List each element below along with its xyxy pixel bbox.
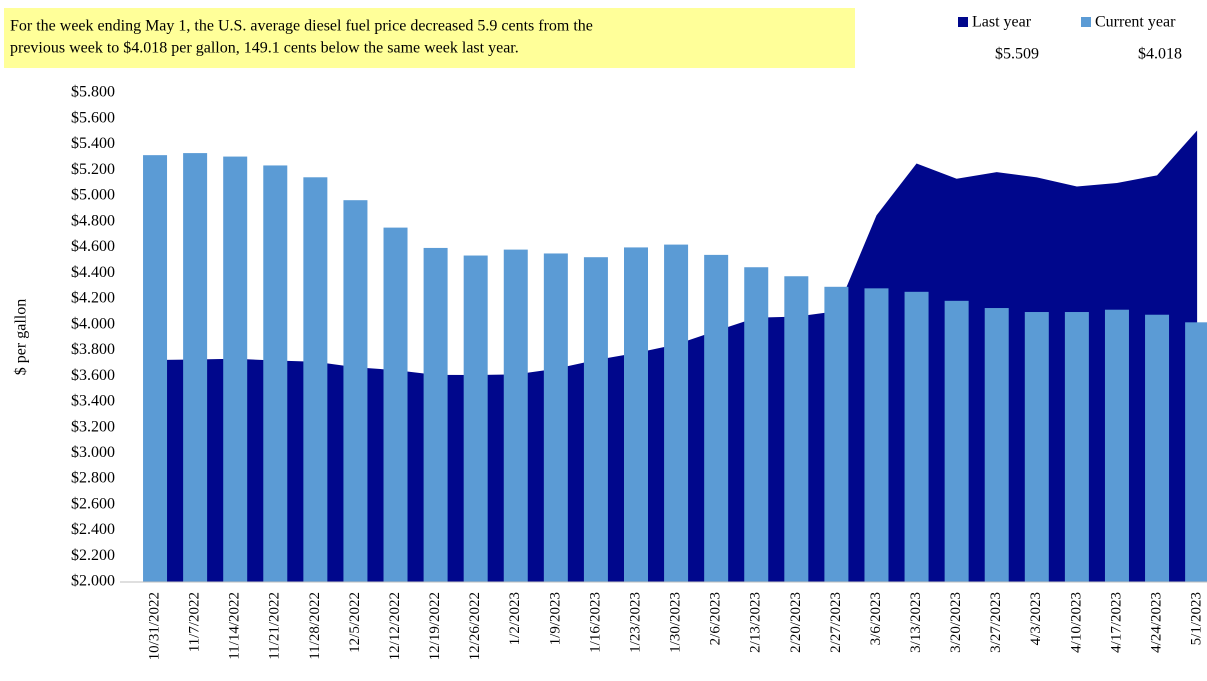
annotation-box	[4, 8, 855, 68]
x-tick-label: 12/5/2022	[347, 592, 363, 653]
y-tick-label: $4.400	[71, 264, 115, 281]
bar	[664, 244, 689, 582]
bar	[263, 165, 288, 582]
bar	[1104, 309, 1129, 582]
x-tick-label: 4/17/2023	[1108, 592, 1124, 653]
x-tick-label: 11/21/2022	[267, 592, 283, 660]
y-tick-label: $3.400	[71, 393, 115, 410]
y-tick-label: $4.000	[71, 315, 115, 332]
legend-value: $5.509	[995, 46, 1039, 63]
x-tick-label: 12/26/2022	[467, 592, 483, 660]
bar	[984, 308, 1009, 582]
bar	[583, 257, 608, 582]
x-tick-label: 5/1/2023	[1189, 592, 1205, 645]
legend-swatch	[958, 17, 968, 27]
bar	[463, 255, 488, 583]
bar	[183, 153, 208, 582]
bar	[1185, 322, 1207, 582]
bar	[543, 253, 568, 582]
bar	[503, 249, 528, 582]
x-tick-label: 2/13/2023	[748, 592, 764, 653]
x-tick-label: 12/19/2022	[427, 592, 443, 660]
x-tick-label: 3/27/2023	[988, 592, 1004, 653]
legend-label: Last year	[972, 14, 1032, 31]
x-tick-label: 3/13/2023	[908, 592, 924, 653]
bar	[1024, 312, 1049, 582]
x-tick-label: 4/24/2023	[1148, 592, 1164, 653]
y-tick-label: $4.600	[71, 238, 115, 255]
x-tick-label: 1/2/2023	[507, 592, 523, 645]
bar	[1145, 314, 1170, 582]
x-tick-label: 2/27/2023	[828, 592, 844, 653]
x-tick-label: 4/10/2023	[1068, 592, 1084, 653]
x-tick-label: 3/6/2023	[868, 592, 884, 645]
annotation-line: For the week ending May 1, the U.S. aver…	[10, 18, 593, 35]
x-tick-label: 4/3/2023	[1028, 592, 1044, 645]
bar	[704, 254, 729, 582]
x-tick-label: 11/7/2022	[187, 592, 203, 652]
legend-swatch	[1081, 17, 1091, 27]
y-tick-label: $3.200	[71, 418, 115, 435]
x-tick-label: 11/14/2022	[227, 592, 243, 660]
y-tick-label: $3.600	[71, 367, 115, 384]
bar	[383, 227, 408, 582]
y-tick-label: $5.600	[71, 109, 115, 126]
legend-label: Current year	[1095, 14, 1176, 31]
bar	[784, 276, 809, 582]
x-tick-label: 3/20/2023	[948, 592, 964, 653]
x-tick-label: 11/28/2022	[307, 592, 323, 660]
bar	[343, 200, 368, 582]
y-tick-label: $2.000	[71, 573, 115, 590]
bar	[1064, 312, 1089, 582]
annotation-line: previous week to $4.018 per gallon, 149.…	[10, 40, 519, 57]
x-tick-label: 12/12/2022	[387, 592, 403, 660]
y-tick-label: $2.200	[71, 547, 115, 564]
y-tick-label: $2.600	[71, 495, 115, 512]
y-tick-label: $5.200	[71, 161, 115, 178]
bar	[624, 247, 648, 582]
bar	[143, 155, 168, 582]
bar	[944, 300, 969, 582]
y-tick-label: $5.800	[71, 84, 115, 101]
bar	[864, 288, 889, 582]
bar	[744, 267, 769, 582]
y-tick-label: $3.800	[71, 341, 115, 358]
x-tick-label: 1/30/2023	[668, 592, 684, 653]
x-tick-label: 2/6/2023	[708, 592, 724, 645]
y-tick-label: $5.000	[71, 187, 115, 204]
y-tick-label: $2.400	[71, 521, 115, 538]
y-tick-label: $4.800	[71, 212, 115, 229]
bar	[904, 291, 929, 582]
bar	[223, 156, 248, 582]
x-tick-label: 1/16/2023	[587, 592, 603, 653]
y-tick-label: $4.200	[71, 290, 115, 307]
y-tick-label: $3.000	[71, 444, 115, 461]
y-tick-label: $2.800	[71, 470, 115, 487]
y-tick-label: $5.400	[71, 135, 115, 152]
x-tick-label: 2/20/2023	[788, 592, 804, 653]
bar	[303, 177, 328, 583]
x-tick-label: 1/23/2023	[627, 592, 643, 653]
y-axis-label: $ per gallon	[13, 299, 30, 375]
x-tick-label: 10/31/2022	[146, 592, 162, 660]
legend-value: $4.018	[1138, 46, 1182, 63]
bar	[824, 286, 849, 582]
bar	[423, 247, 448, 582]
x-tick-label: 1/9/2023	[547, 592, 563, 645]
